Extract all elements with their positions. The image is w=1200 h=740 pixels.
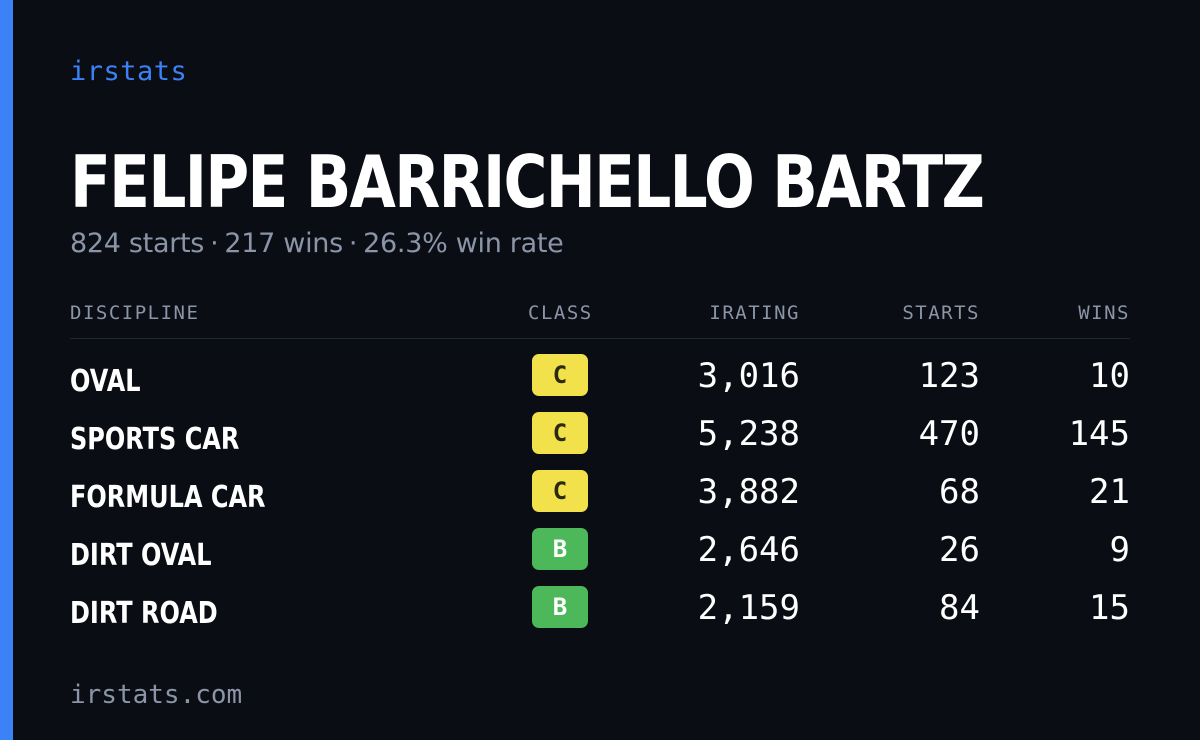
starts-value: 470 [918,414,980,454]
class-badge: C [532,412,588,454]
table-row: SPORTS CAR C 5,238 470 145 [70,410,1130,468]
column-header-starts: STARTS [902,302,980,324]
win-rate: 26.3% win rate [363,228,564,259]
starts-value: 26 [939,530,980,570]
irating-value: 2,646 [697,530,800,570]
column-header-class: CLASS [528,302,593,324]
wins-value: 9 [1109,530,1130,570]
irating-value: 5,238 [697,414,800,454]
wins-value: 21 [1089,472,1130,512]
footer-link[interactable]: irstats.com [70,680,243,710]
discipline-name: DIRT OVAL [70,538,212,573]
starts-value: 123 [918,356,980,396]
column-header-discipline: DISCIPLINE [70,302,200,324]
discipline-name: OVAL [70,364,141,399]
brand-logo[interactable]: irstats [70,56,188,87]
table-row: FORMULA CAR C 3,882 68 21 [70,468,1130,526]
starts-count: 824 starts [70,228,205,259]
table-row: DIRT OVAL B 2,646 26 9 [70,526,1130,584]
starts-value: 68 [939,472,980,512]
class-badge: B [532,586,588,628]
wins-count: 217 wins [224,228,343,259]
class-badge: B [532,528,588,570]
class-badge: C [532,354,588,396]
discipline-name: DIRT ROAD [70,596,218,631]
discipline-name: SPORTS CAR [70,422,240,457]
driver-summary: 824 starts · 217 wins · 26.3% win rate [70,228,564,259]
irating-value: 2,159 [697,588,800,628]
wins-value: 10 [1089,356,1130,396]
column-header-irating: IRATING [709,302,800,324]
irating-value: 3,882 [697,472,800,512]
table-row: OVAL C 3,016 123 10 [70,352,1130,410]
table-row: DIRT ROAD B 2,159 84 15 [70,584,1130,642]
wins-value: 145 [1068,414,1130,454]
discipline-table: OVAL C 3,016 123 10 SPORTS CAR C 5,238 4… [70,352,1130,642]
starts-value: 84 [939,588,980,628]
wins-value: 15 [1089,588,1130,628]
separator: · [348,228,358,259]
column-header-wins: WINS [1078,302,1130,324]
class-badge: C [532,470,588,512]
separator: · [210,228,219,259]
driver-name: FELIPE BARRICHELLO BARTZ [70,140,985,224]
table-header: DISCIPLINE CLASS IRATING STARTS WINS [70,298,1130,339]
discipline-name: FORMULA CAR [70,480,266,515]
irating-value: 3,016 [697,356,800,396]
accent-bar [0,0,13,740]
